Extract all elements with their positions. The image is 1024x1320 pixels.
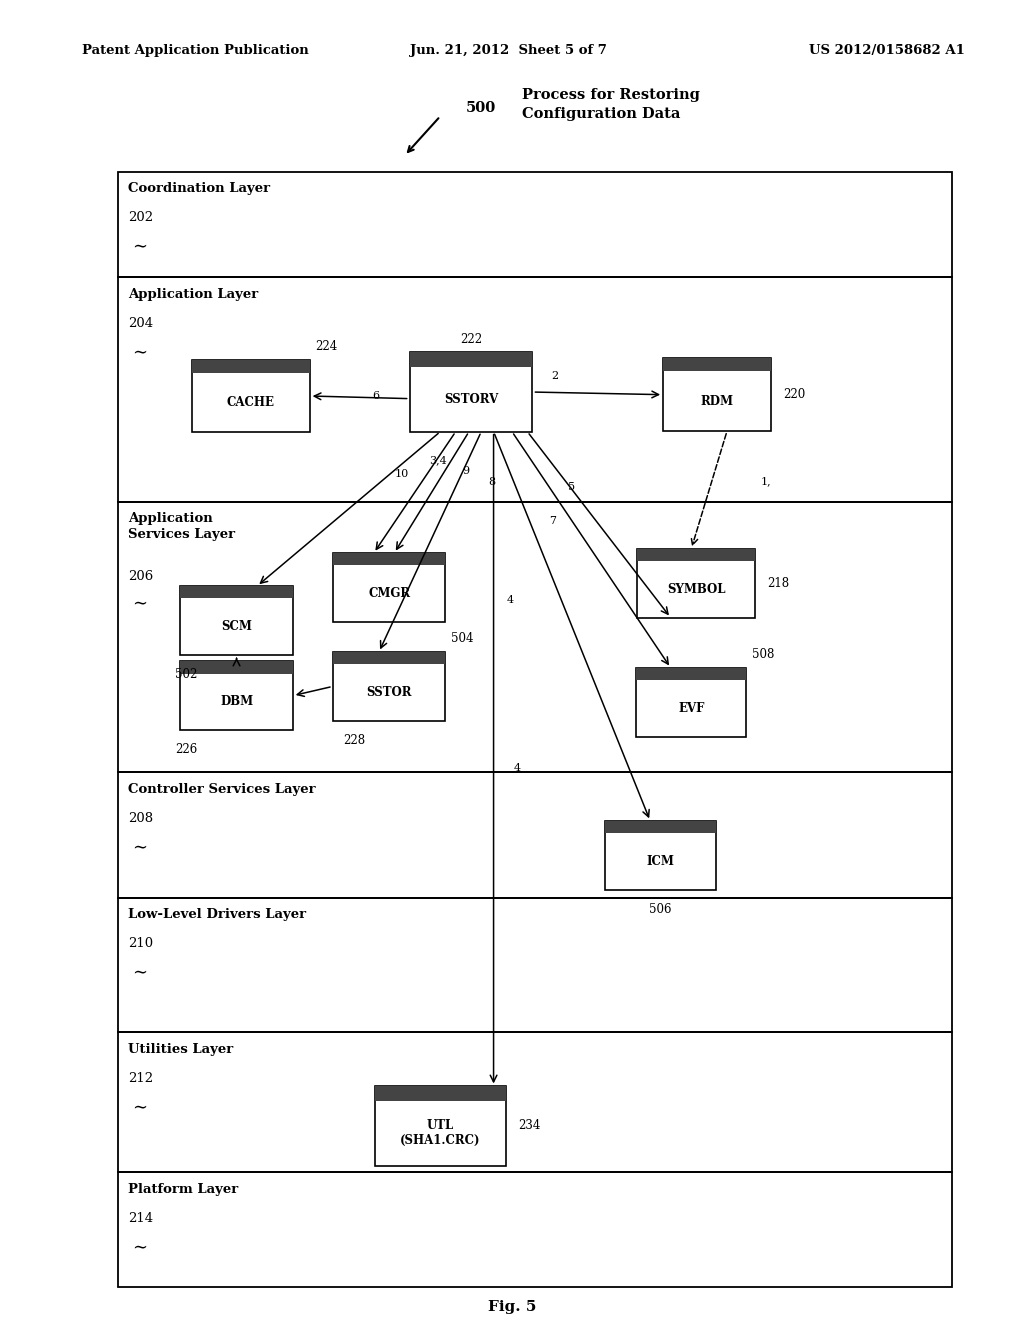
Bar [118, 502, 952, 772]
Bar [637, 549, 756, 561]
Text: Platform Layer: Platform Layer [128, 1183, 239, 1196]
Bar [333, 652, 445, 721]
Text: 508: 508 [752, 648, 774, 661]
Text: 202: 202 [128, 211, 154, 224]
Bar [664, 358, 770, 430]
Text: ICM: ICM [646, 855, 675, 869]
Bar [637, 549, 756, 618]
Text: ∼: ∼ [132, 238, 147, 256]
Text: CMGR: CMGR [368, 587, 411, 601]
Text: ∼: ∼ [132, 1238, 147, 1257]
Text: SYMBOL: SYMBOL [667, 583, 726, 597]
Bar [193, 360, 309, 372]
Text: 6: 6 [373, 391, 379, 401]
Bar [333, 553, 445, 565]
Text: 208: 208 [128, 812, 154, 825]
Text: Fig. 5: Fig. 5 [487, 1300, 537, 1313]
Text: Coordination Layer: Coordination Layer [128, 182, 270, 195]
Text: UTL
(SHA1.CRC): UTL (SHA1.CRC) [400, 1119, 480, 1147]
Text: 210: 210 [128, 937, 154, 950]
Text: Low-Level Drivers Layer: Low-Level Drivers Layer [128, 908, 306, 921]
Text: 3,4: 3,4 [429, 455, 447, 466]
Text: 234: 234 [518, 1119, 541, 1133]
Text: Jun. 21, 2012  Sheet 5 of 7: Jun. 21, 2012 Sheet 5 of 7 [410, 44, 606, 57]
Bar [180, 661, 293, 673]
Text: 8: 8 [488, 477, 495, 487]
Text: 228: 228 [343, 734, 366, 747]
Text: ∼: ∼ [132, 838, 147, 857]
Text: SSTOR: SSTOR [367, 686, 412, 700]
Text: 504: 504 [451, 632, 473, 645]
Bar [118, 277, 952, 502]
Bar [180, 586, 293, 655]
Text: 226: 226 [175, 743, 198, 756]
Text: 220: 220 [782, 388, 805, 401]
Text: ∼: ∼ [132, 964, 147, 982]
Text: Application Layer: Application Layer [128, 288, 258, 301]
Bar [118, 898, 952, 1032]
Text: 4: 4 [507, 595, 513, 605]
Text: 212: 212 [128, 1072, 154, 1085]
Text: ∼: ∼ [132, 594, 147, 612]
Text: 506: 506 [649, 903, 672, 916]
Text: ∼: ∼ [132, 1098, 147, 1117]
Text: 2: 2 [552, 371, 558, 381]
Text: 224: 224 [315, 341, 337, 354]
Text: SCM: SCM [221, 620, 252, 634]
Text: Controller Services Layer: Controller Services Layer [128, 783, 315, 796]
Text: ∼: ∼ [132, 343, 147, 362]
Text: 204: 204 [128, 317, 154, 330]
Text: EVF: EVF [678, 702, 705, 715]
Bar [410, 352, 532, 367]
Text: 5: 5 [568, 482, 574, 492]
Bar [180, 661, 293, 730]
Text: US 2012/0158682 A1: US 2012/0158682 A1 [809, 44, 965, 57]
Text: 222: 222 [460, 333, 482, 346]
Text: 218: 218 [768, 577, 790, 590]
Bar [118, 1172, 952, 1287]
Text: 500: 500 [466, 102, 497, 115]
Text: RDM: RDM [700, 395, 733, 408]
Bar [118, 772, 952, 898]
Text: 10: 10 [394, 469, 409, 479]
Text: DBM: DBM [220, 696, 253, 709]
Bar [636, 668, 746, 680]
Text: 206: 206 [128, 570, 154, 583]
Bar [375, 1086, 506, 1166]
Text: CACHE: CACHE [227, 396, 274, 409]
Text: Patent Application Publication: Patent Application Publication [82, 44, 308, 57]
Text: SSTORV: SSTORV [444, 392, 498, 405]
Bar [118, 172, 952, 277]
Bar [193, 360, 309, 433]
Bar [118, 1032, 952, 1172]
Bar [333, 652, 445, 664]
Text: 1,: 1, [761, 477, 771, 486]
Text: Application
Services Layer: Application Services Layer [128, 512, 236, 541]
Text: 4: 4 [514, 763, 520, 774]
Bar [333, 553, 445, 622]
Bar [664, 358, 770, 371]
Text: 7: 7 [550, 516, 556, 527]
Bar [636, 668, 746, 737]
Bar [375, 1086, 506, 1101]
Bar [180, 586, 293, 598]
Bar [410, 352, 532, 432]
Text: Utilities Layer: Utilities Layer [128, 1043, 233, 1056]
Text: 214: 214 [128, 1212, 154, 1225]
Bar [605, 821, 716, 833]
Bar [605, 821, 716, 890]
Text: Process for Restoring
Configuration Data: Process for Restoring Configuration Data [522, 87, 700, 121]
Text: 502: 502 [175, 668, 198, 681]
Text: 9: 9 [463, 466, 469, 477]
